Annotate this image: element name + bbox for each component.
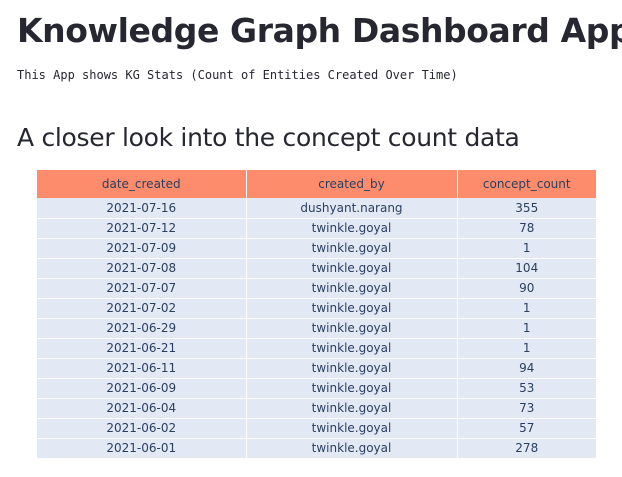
cell-concept-count: 90 [457, 277, 596, 298]
app-title: Knowledge Graph Dashboard App [17, 11, 622, 50]
cell-date-created: 2021-07-16 [37, 198, 247, 218]
cell-date-created: 2021-07-07 [37, 277, 247, 298]
cell-created-by: twinkle.goyal [246, 297, 458, 318]
cell-created-by: dushyant.narang [246, 198, 458, 218]
cell-concept-count: 94 [457, 357, 596, 378]
app-subtitle: This App shows KG Stats (Count of Entiti… [17, 68, 458, 82]
cell-date-created: 2021-07-02 [37, 297, 247, 318]
cell-concept-count: 1 [457, 337, 596, 358]
cell-date-created: 2021-06-21 [37, 337, 247, 358]
cell-created-by: twinkle.goyal [246, 337, 458, 358]
cell-concept-count: 57 [457, 417, 596, 438]
cell-date-created: 2021-06-04 [37, 397, 247, 418]
table-row: 2021-07-07 twinkle.goyal 90 [37, 277, 596, 298]
cell-concept-count: 1 [457, 317, 596, 338]
cell-created-by: twinkle.goyal [246, 257, 458, 278]
table-row: 2021-06-09 twinkle.goyal 53 [37, 377, 596, 398]
table-row: 2021-07-16 dushyant.narang 355 [37, 198, 596, 218]
cell-date-created: 2021-06-01 [37, 437, 247, 458]
table-row: 2021-07-08 twinkle.goyal 104 [37, 257, 596, 278]
column-header-concept-count: concept_count [457, 170, 596, 198]
cell-concept-count: 73 [457, 397, 596, 418]
cell-date-created: 2021-07-09 [37, 237, 247, 258]
cell-date-created: 2021-06-11 [37, 357, 247, 378]
table-row: 2021-06-21 twinkle.goyal 1 [37, 337, 596, 358]
cell-created-by: twinkle.goyal [246, 217, 458, 238]
cell-created-by: twinkle.goyal [246, 317, 458, 338]
concept-count-table-container: date_created created_by concept_count 20… [37, 170, 596, 458]
cell-concept-count: 278 [457, 437, 596, 458]
cell-created-by: twinkle.goyal [246, 437, 458, 458]
table-body: 2021-07-16 dushyant.narang 355 2021-07-1… [37, 198, 596, 458]
cell-date-created: 2021-07-08 [37, 257, 247, 278]
cell-date-created: 2021-07-12 [37, 217, 247, 238]
table-row: 2021-06-01 twinkle.goyal 278 [37, 437, 596, 458]
cell-date-created: 2021-06-09 [37, 377, 247, 398]
cell-date-created: 2021-06-29 [37, 317, 247, 338]
table-row: 2021-06-29 twinkle.goyal 1 [37, 317, 596, 338]
section-heading: A closer look into the concept count dat… [17, 123, 520, 152]
cell-created-by: twinkle.goyal [246, 377, 458, 398]
table-row: 2021-06-04 twinkle.goyal 73 [37, 397, 596, 418]
cell-created-by: twinkle.goyal [246, 397, 458, 418]
cell-created-by: twinkle.goyal [246, 277, 458, 298]
cell-concept-count: 53 [457, 377, 596, 398]
table-header-row: date_created created_by concept_count [37, 170, 596, 198]
cell-created-by: twinkle.goyal [246, 417, 458, 438]
table-row: 2021-07-09 twinkle.goyal 1 [37, 237, 596, 258]
table-row: 2021-07-12 twinkle.goyal 78 [37, 217, 596, 238]
table-row: 2021-06-11 twinkle.goyal 94 [37, 357, 596, 378]
table-row: 2021-06-02 twinkle.goyal 57 [37, 417, 596, 438]
column-header-date-created: date_created [37, 170, 247, 198]
cell-created-by: twinkle.goyal [246, 357, 458, 378]
column-header-created-by: created_by [246, 170, 458, 198]
table-row: 2021-07-02 twinkle.goyal 1 [37, 297, 596, 318]
cell-concept-count: 104 [457, 257, 596, 278]
cell-concept-count: 355 [457, 198, 596, 218]
cell-created-by: twinkle.goyal [246, 237, 458, 258]
cell-concept-count: 78 [457, 217, 596, 238]
cell-concept-count: 1 [457, 237, 596, 258]
cell-concept-count: 1 [457, 297, 596, 318]
cell-date-created: 2021-06-02 [37, 417, 247, 438]
concept-count-table: date_created created_by concept_count 20… [37, 170, 596, 458]
